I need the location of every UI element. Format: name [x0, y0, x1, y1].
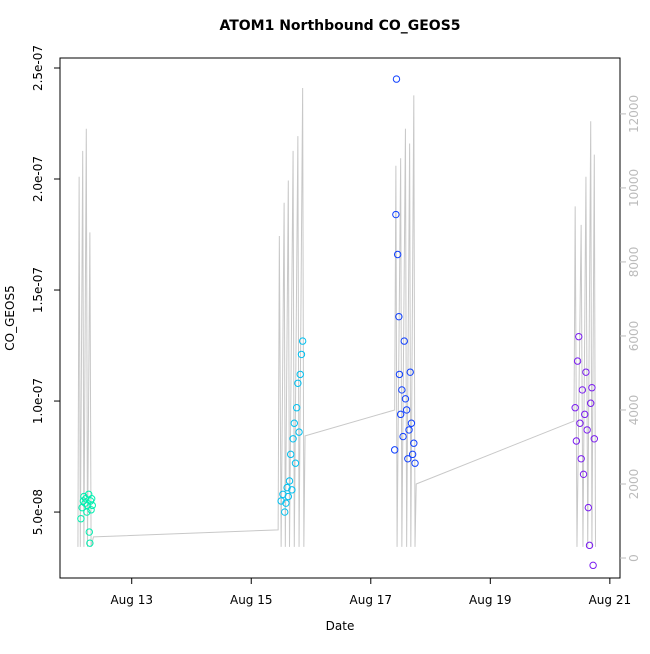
data-point [405, 426, 413, 434]
data-point [407, 419, 416, 427]
data-point [393, 250, 402, 259]
data-point [400, 337, 408, 345]
data-point [390, 446, 399, 454]
x-tick-label: Aug 17 [350, 593, 393, 607]
x-tick-label: Aug 19 [469, 593, 512, 607]
data-point [288, 486, 296, 494]
x-tick-label: Aug 13 [110, 593, 153, 607]
data-point [88, 501, 96, 510]
data-point [86, 539, 94, 547]
data-point [395, 370, 404, 379]
y-tick-label: 1.0e-07 [31, 378, 45, 424]
data-point [396, 410, 405, 419]
data-point [406, 368, 414, 376]
data-point [411, 459, 419, 467]
data-point [576, 419, 584, 427]
x-tick-label: Aug 21 [589, 593, 632, 607]
data-point [589, 561, 597, 570]
data-point [579, 470, 588, 479]
data-point [410, 439, 418, 447]
y2-tick-label: 12000 [627, 95, 641, 133]
data-point [281, 508, 289, 516]
data-point [79, 497, 88, 505]
data-point [395, 312, 403, 321]
x-tick-label: Aug 15 [230, 593, 273, 607]
data-point [578, 386, 587, 394]
data-point [582, 368, 590, 376]
data-point [277, 497, 285, 505]
data-point [584, 503, 593, 512]
data-point [588, 384, 596, 392]
data-point [298, 337, 307, 345]
data-point [292, 404, 301, 412]
data-point [284, 492, 293, 501]
y2-tick-label: 10000 [627, 169, 641, 207]
y-tick-label: 2.5e-07 [31, 45, 45, 91]
data-point [577, 455, 585, 463]
data-point [87, 495, 96, 503]
data-point [583, 426, 591, 434]
data-point [77, 515, 85, 523]
y2-tick-label: 8000 [627, 247, 641, 278]
data-point [402, 406, 411, 414]
y-tick-label: 1.5e-07 [31, 267, 45, 313]
data-point [571, 404, 579, 412]
data-point [399, 432, 407, 441]
data-point [408, 450, 417, 459]
data-point [587, 399, 595, 407]
data-point [401, 395, 410, 403]
data-point [87, 506, 95, 514]
data-point [290, 419, 298, 427]
x-axis-label: Date [326, 619, 355, 633]
data-point [289, 435, 297, 443]
data-point [85, 528, 93, 536]
data-point [572, 437, 581, 445]
altitude-line [77, 87, 596, 548]
data-point [590, 435, 599, 443]
data-point [283, 483, 291, 492]
data-point [585, 541, 594, 550]
plot-frame [59, 57, 621, 579]
data-point [398, 386, 406, 394]
data-point [297, 350, 306, 359]
y-tick-label: 2.0e-07 [31, 156, 45, 202]
y-axis-label: CO_GEOS5 [3, 285, 17, 350]
data-point [294, 379, 302, 387]
data-point [285, 477, 294, 485]
data-point [404, 455, 412, 463]
data-point [296, 370, 304, 379]
data-point [295, 428, 303, 436]
data-point [581, 410, 589, 419]
data-point [282, 499, 290, 507]
data-point [291, 459, 300, 467]
y2-tick-label: 4000 [627, 395, 641, 426]
data-point [392, 210, 400, 219]
data-point [286, 450, 295, 459]
data-point [392, 75, 401, 83]
y2-tick-label: 6000 [627, 321, 641, 352]
data-point [573, 357, 582, 365]
y2-tick-label: 2000 [627, 469, 641, 500]
y-tick-label: 5.0e-08 [31, 489, 45, 535]
data-point [575, 332, 583, 341]
y2-tick-label: 0 [627, 554, 641, 562]
chart-title: ATOM1 Northbound CO_GEOS5 [219, 18, 460, 34]
